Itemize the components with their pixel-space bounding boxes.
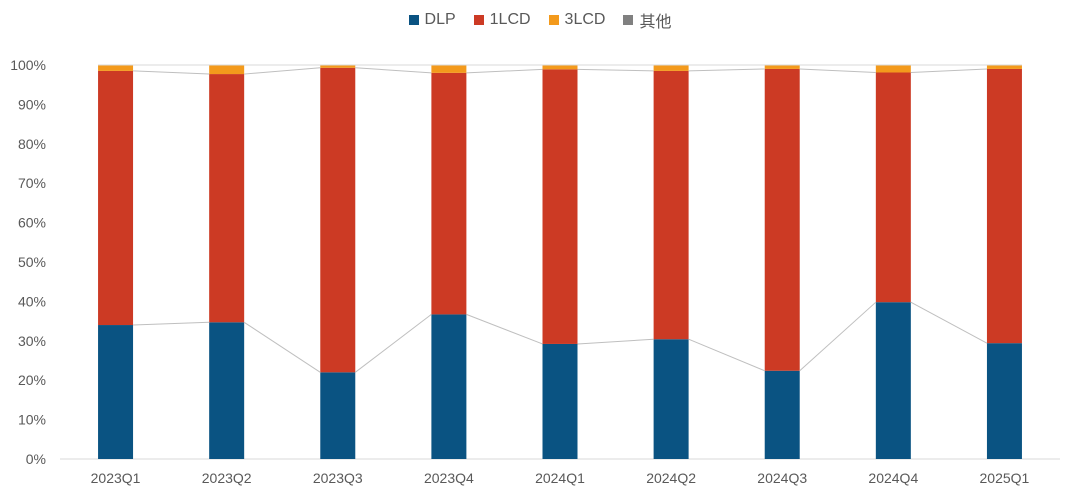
x-tick-label: 2025Q1 — [980, 470, 1030, 486]
y-tick-label: 10% — [18, 412, 46, 428]
series-line-1lcd — [466, 68, 543, 74]
y-tick-label: 70% — [18, 175, 46, 191]
y-tick-label: 80% — [18, 136, 46, 152]
bar-segment-3lcd-2024q2 — [653, 65, 689, 71]
legend-swatch-dlp — [408, 15, 419, 25]
bar-segment-dlp-2025q1 — [986, 343, 1022, 459]
x-tick-label: 2024Q2 — [646, 470, 696, 486]
bar-segment-dlp-2023q4 — [431, 314, 467, 459]
bar-segment-1lcd-2025q1 — [986, 68, 1022, 344]
series-line-dlp — [354, 314, 432, 373]
y-tick-label: 0% — [26, 451, 46, 467]
bar-segment-1lcd-2024q4 — [875, 72, 911, 303]
legend-item-1lcd: 1LCD — [473, 8, 531, 32]
x-tick-label: 2023Q2 — [202, 470, 252, 486]
bar-segment-dlp-2024q2 — [653, 339, 689, 459]
bar-segment-1lcd-2023q2 — [209, 74, 245, 323]
legend-item-3lcd: 3LCD — [548, 8, 606, 32]
bar-segment-3lcd-2024q4 — [875, 65, 911, 73]
bar-segment-dlp-2023q3 — [320, 372, 356, 459]
x-tick-label: 2023Q1 — [91, 470, 141, 486]
bar-segment-1lcd-2023q4 — [431, 72, 467, 315]
legend-swatch-1lcd — [473, 15, 484, 25]
series-line-1lcd — [355, 67, 432, 74]
series-line-dlp — [688, 338, 765, 372]
y-tick-label: 40% — [18, 293, 46, 309]
bar-segment-3lcd-2023q1 — [98, 65, 134, 71]
bar-segment-dlp-2024q4 — [875, 302, 911, 459]
x-tick-label: 2024Q4 — [868, 470, 918, 486]
series-line-dlp — [799, 301, 877, 372]
y-tick-label: 60% — [18, 215, 46, 231]
bar-segment-1lcd-2024q3 — [764, 68, 800, 371]
bar-segment-1lcd-2024q2 — [653, 70, 689, 340]
series-line-1lcd — [577, 68, 654, 72]
series-line-1lcd — [244, 67, 321, 75]
series-line-dlp — [466, 313, 543, 345]
series-line-1lcd — [688, 68, 765, 72]
legend-swatch-other — [623, 15, 634, 25]
legend-item-other: 其他 — [623, 8, 671, 32]
series-line-dlp — [133, 321, 210, 326]
series-line-dlp — [243, 321, 321, 373]
series-line-dlp — [910, 301, 988, 344]
bar-segment-dlp-2024q3 — [764, 370, 800, 459]
legend: DLP 1LCD 3LCD 其他 — [0, 8, 1080, 32]
x-tick-label: 2023Q4 — [424, 470, 474, 486]
y-tick-label: 30% — [18, 333, 46, 349]
bar-segment-dlp-2023q1 — [98, 325, 134, 459]
series-line-1lcd — [799, 68, 876, 73]
x-tick-label: 2024Q3 — [757, 470, 807, 486]
bar-segment-3lcd-2025q1 — [986, 65, 1022, 69]
bar-segment-3lcd-2023q3 — [320, 65, 356, 68]
legend-label-3lcd: 3LCD — [564, 11, 606, 28]
y-tick-label: 20% — [18, 372, 46, 388]
bar-segment-1lcd-2024q1 — [542, 69, 578, 344]
bar-segment-dlp-2024q1 — [542, 343, 578, 459]
bar-segment-3lcd-2023q4 — [431, 65, 467, 73]
legend-label-dlp: DLP — [424, 11, 456, 28]
x-tick-label: 2023Q3 — [313, 470, 363, 486]
bar-segment-3lcd-2024q1 — [542, 65, 578, 70]
bar-segment-dlp-2023q2 — [209, 322, 245, 459]
x-tick-label: 2024Q1 — [535, 470, 585, 486]
bar-segment-3lcd-2023q2 — [209, 65, 245, 75]
legend-item-dlp: DLP — [408, 8, 456, 32]
y-tick-label: 50% — [18, 254, 46, 270]
bar-segment-1lcd-2023q1 — [98, 70, 134, 326]
legend-label-1lcd: 1LCD — [489, 11, 531, 28]
series-line-1lcd — [910, 68, 987, 73]
series-line-1lcd — [133, 70, 210, 75]
bar-segment-3lcd-2024q3 — [764, 65, 800, 69]
bar-segment-1lcd-2023q3 — [320, 67, 356, 373]
legend-swatch-3lcd — [548, 15, 559, 25]
y-tick-label: 100% — [10, 57, 46, 73]
legend-label-other: 其他 — [639, 14, 672, 31]
series-line-dlp — [577, 338, 654, 345]
y-tick-label: 90% — [18, 96, 46, 112]
